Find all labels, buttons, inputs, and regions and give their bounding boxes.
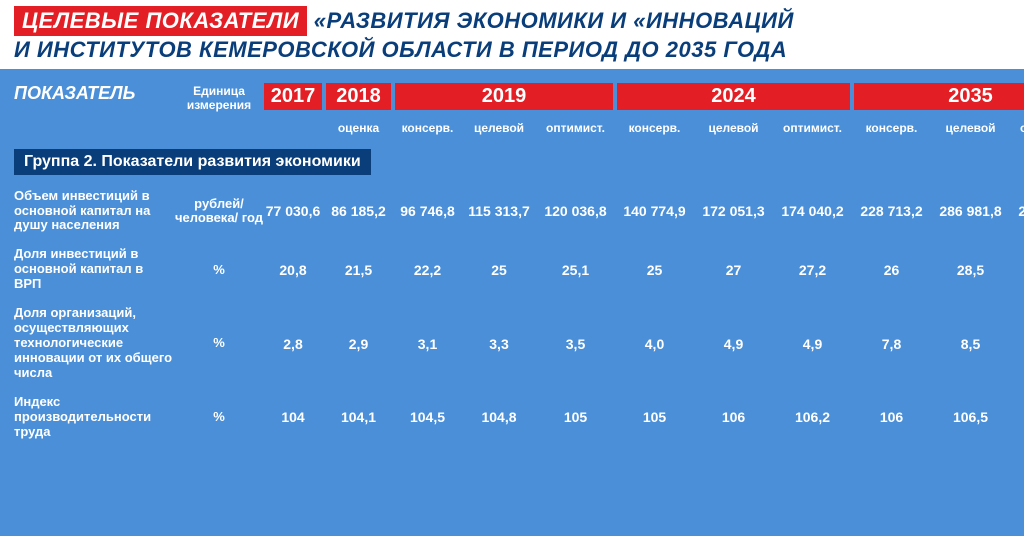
- cell: 8,5: [933, 336, 1008, 352]
- row-values: 20,821,522,22525,1252727,22628,528,7: [264, 262, 1024, 278]
- year-header-2035: 2035: [854, 83, 1024, 110]
- group-title: Группа 2. Показатели развития экономики: [14, 149, 371, 175]
- cell: 174 040,2: [775, 203, 850, 219]
- cell: 2,9: [326, 336, 391, 352]
- cell: 4,9: [775, 336, 850, 352]
- row-label: Объем инвестиций в основной капитал на д…: [14, 189, 174, 234]
- row-unit: %: [174, 263, 264, 277]
- row-values: 2,82,93,13,33,54,04,94,97,88,59: [264, 336, 1024, 352]
- sublabel-6: оптимист.: [775, 121, 850, 135]
- cell: 115 313,7: [464, 203, 534, 219]
- cell: 4,0: [617, 336, 692, 352]
- cell: 105: [538, 409, 613, 425]
- row-values: 77 030,686 185,296 746,8115 313,7120 036…: [264, 203, 1024, 219]
- cell: 25,1: [538, 262, 613, 278]
- cell: 104,1: [326, 409, 391, 425]
- row-unit: %: [174, 410, 264, 424]
- sublabel-row: оценка консерв. целевой оптимист. консерв. це…: [14, 121, 1010, 135]
- cell: 86 185,2: [326, 203, 391, 219]
- cell: 106,2: [775, 409, 850, 425]
- cell: 4,9: [696, 336, 771, 352]
- cell: 26: [854, 262, 929, 278]
- cell: 286 981,8: [933, 203, 1008, 219]
- cell: 289 618,9: [1012, 203, 1024, 219]
- sublabel-2: целевой: [464, 121, 534, 135]
- cell: 106: [854, 409, 929, 425]
- sublabel-7: консерв.: [854, 121, 929, 135]
- sublabel-8: целевой: [933, 121, 1008, 135]
- cell: 172 051,3: [696, 203, 771, 219]
- year-header-2018: 2018: [326, 83, 391, 110]
- unit-header: Единица измерения: [174, 83, 264, 113]
- cell: 21,5: [326, 262, 391, 278]
- cell: 77 030,6: [264, 203, 322, 219]
- sublabel-3: оптимист.: [538, 121, 613, 135]
- table-row: Объем инвестиций в основной капитал на д…: [14, 189, 1010, 234]
- cell: 104,5: [395, 409, 460, 425]
- sublabel-1: консерв.: [395, 121, 460, 135]
- table-row: Доля организаций, осуществляющих техноло…: [14, 306, 1010, 381]
- column-header-row: ПОКАЗАТЕЛЬ Единица измерения 20172018201…: [14, 83, 1010, 113]
- data-rows-container: Объем инвестиций в основной капитал на д…: [14, 189, 1010, 440]
- cell: 27: [696, 262, 771, 278]
- year-header-2024: 2024: [617, 83, 850, 110]
- cell: 228 713,2: [854, 203, 929, 219]
- cell: 96 746,8: [395, 203, 460, 219]
- cell: 120 036,8: [538, 203, 613, 219]
- cell: 28,7: [1012, 262, 1024, 278]
- year-header-2017: 2017: [264, 83, 322, 110]
- sublabel-9: оптимист.: [1012, 121, 1024, 135]
- cell: 20,8: [264, 262, 322, 278]
- cell: 3,1: [395, 336, 460, 352]
- cell: 106,5: [933, 409, 1008, 425]
- cell: 106: [696, 409, 771, 425]
- cell: 3,3: [464, 336, 534, 352]
- table-row: Индекс производительности труда%104104,1…: [14, 395, 1010, 440]
- cell: 3,5: [538, 336, 613, 352]
- cell: 2,8: [264, 336, 322, 352]
- indicator-header: ПОКАЗАТЕЛЬ: [14, 83, 174, 104]
- table-row: Доля инвестиций в основной капитал в ВРП…: [14, 247, 1010, 292]
- cell: 9: [1012, 336, 1024, 352]
- cell: 107: [1012, 409, 1024, 425]
- cell: 104,8: [464, 409, 534, 425]
- sublabel-0: оценка: [326, 121, 391, 135]
- cell: 105: [617, 409, 692, 425]
- cell: 7,8: [854, 336, 929, 352]
- cell: 25: [617, 262, 692, 278]
- year-header-2019: 2019: [395, 83, 613, 110]
- cell: 104: [264, 409, 322, 425]
- page-title-header: ЦЕЛЕВЫЕ ПОКАЗАТЕЛИ «РАЗВИТИЯ ЭКОНОМИКИ И…: [0, 0, 1024, 69]
- row-label: Доля инвестиций в основной капитал в ВРП: [14, 247, 174, 292]
- year-header-cells: 20172018201920242035: [264, 83, 1024, 110]
- cell: 25: [464, 262, 534, 278]
- scenario-sublabels: оценка консерв. целевой оптимист. консерв. це…: [264, 121, 1024, 135]
- cell: 140 774,9: [617, 203, 692, 219]
- row-label: Индекс производительности труда: [14, 395, 174, 440]
- title-highlight: ЦЕЛЕВЫЕ ПОКАЗАТЕЛИ: [14, 6, 307, 36]
- sublabel-5: целевой: [696, 121, 771, 135]
- title-line-2: И ИНСТИТУТОВ КЕМЕРОВСКОЙ ОБЛАСТИ В ПЕРИО…: [14, 37, 787, 62]
- cell: 22,2: [395, 262, 460, 278]
- sublabel-4: консерв.: [617, 121, 692, 135]
- cell: 28,5: [933, 262, 1008, 278]
- title-rest-1: «РАЗВИТИЯ ЭКОНОМИКИ И «ИННОВАЦИЙ: [314, 8, 794, 33]
- row-unit: рублей/ человека/ год: [174, 197, 264, 226]
- row-label: Доля организаций, осуществляющих техноло…: [14, 306, 174, 381]
- row-values: 104104,1104,5104,8105105106106,2106106,5…: [264, 409, 1024, 425]
- cell: 27,2: [775, 262, 850, 278]
- content-area: ПОКАЗАТЕЛЬ Единица измерения 20172018201…: [0, 69, 1024, 440]
- row-unit: %: [174, 336, 264, 350]
